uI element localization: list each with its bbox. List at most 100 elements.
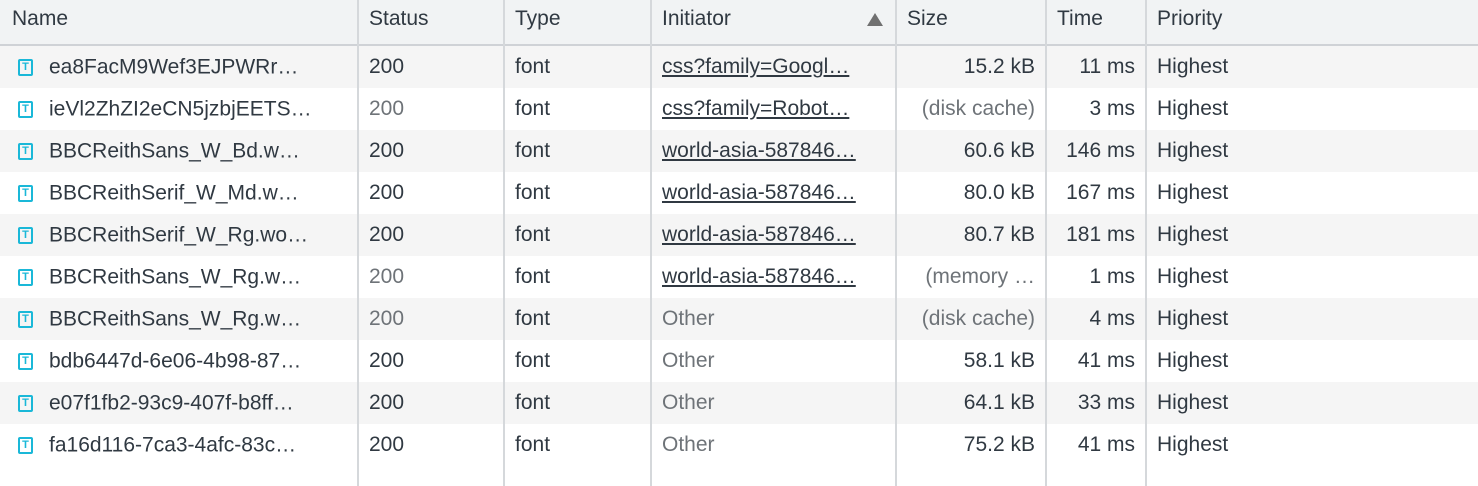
initiator-cell: Other [662,433,715,456]
request-name: ieVl2ZhZI2eCN5jzbjEETS… [49,97,312,121]
table-row[interactable]: T BBCReithSans_W_Rg.w… 200 font Other (disk c… [0,298,1478,340]
status-cell: 200 [369,349,405,372]
initiator-cell: Other [662,391,715,414]
priority-cell: Highest [1157,307,1229,330]
name-cell[interactable]: T BBCReithSans_W_Rg.w… [0,298,357,340]
column-header-status[interactable]: Status [369,7,429,30]
size-cell: (memory … [925,265,1035,288]
type-cell: font [515,433,551,456]
type-cell: font [515,265,551,288]
size-cell: 60.6 kB [963,139,1035,162]
status-cell: 200 [369,391,405,414]
initiator-link[interactable]: world-asia-587846… [662,139,856,162]
time-cell: 33 ms [1077,391,1135,414]
font-file-icon: T [18,352,33,370]
request-name: ea8FacM9Wef3EJPWRr… [49,55,299,79]
type-cell: font [515,223,551,246]
table-row[interactable]: T BBCReithSans_W_Rg.w… 200 font world-asia-5… [0,256,1478,298]
time-cell: 167 ms [1066,181,1135,204]
initiator-link[interactable]: world-asia-587846… [662,223,856,246]
priority-cell: Highest [1157,97,1229,120]
table-row[interactable]: T BBCReithSans_W_Bd.w… 200 font world-asia-5… [0,130,1478,172]
initiator-link[interactable]: css?family=Robot… [662,97,850,120]
request-name: BBCReithSans_W_Rg.w… [49,265,302,289]
name-cell[interactable]: T BBCReithSerif_W_Rg.wo… [0,214,357,256]
type-cell: font [515,307,551,330]
priority-cell: Highest [1157,181,1229,204]
size-cell: 15.2 kB [963,55,1035,78]
column-divider[interactable] [895,0,897,486]
font-file-icon: T [18,226,33,244]
initiator-link[interactable]: css?family=Googl… [662,55,850,78]
font-file-icon: T [18,100,33,118]
type-cell: font [515,55,551,78]
status-cell: 200 [369,97,405,120]
size-cell: (disk cache) [921,97,1035,120]
table-row[interactable]: T BBCReithSerif_W_Rg.wo… 200 font world-asia… [0,214,1478,256]
initiator-link[interactable]: world-asia-587846… [662,265,856,288]
status-cell: 200 [369,223,405,246]
status-cell: 200 [369,307,405,330]
priority-cell: Highest [1157,391,1229,414]
column-header-size[interactable]: Size [907,7,948,30]
name-cell[interactable]: T BBCReithSans_W_Bd.w… [0,130,357,172]
time-cell: 11 ms [1079,55,1135,78]
column-header-initiator-label: Initiator [662,7,731,30]
column-divider[interactable] [1145,0,1147,486]
priority-cell: Highest [1157,55,1229,78]
time-cell: 41 ms [1077,433,1135,456]
font-file-icon: T [18,268,33,286]
name-cell[interactable]: T BBCReithSerif_W_Md.w… [0,172,357,214]
column-divider[interactable] [357,0,359,486]
priority-cell: Highest [1157,223,1229,246]
column-header-name[interactable]: Name [12,7,69,30]
name-cell[interactable]: T BBCReithSans_W_Rg.w… [0,256,357,298]
request-name: e07f1fb2-93c9-407f-b8ff… [49,391,294,415]
initiator-cell: Other [662,307,715,330]
column-header-priority[interactable]: Priority [1157,7,1223,30]
size-cell: 80.7 kB [963,223,1035,246]
time-cell: 146 ms [1066,139,1135,162]
column-divider[interactable] [503,0,505,486]
status-cell: 200 [369,181,405,204]
status-cell: 200 [369,433,405,456]
column-header-type[interactable]: Type [515,7,561,30]
time-cell: 181 ms [1066,223,1135,246]
font-file-icon: T [18,58,33,76]
font-file-icon: T [18,184,33,202]
request-name: bdb6447d-6e06-4b98-87… [49,349,302,373]
request-name: BBCReithSans_W_Bd.w… [49,139,300,163]
priority-cell: Highest [1157,139,1229,162]
sort-ascending-icon [867,13,883,26]
request-name: BBCReithSerif_W_Md.w… [49,181,299,205]
column-header-time[interactable]: Time [1057,7,1103,30]
request-name: BBCReithSerif_W_Rg.wo… [49,223,309,247]
time-cell: 1 ms [1089,265,1135,288]
column-header-initiator[interactable]: Initiator [652,0,895,44]
status-cell: 200 [369,139,405,162]
column-divider[interactable] [1045,0,1047,486]
time-cell: 41 ms [1077,349,1135,372]
status-cell: 200 [369,265,405,288]
column-divider[interactable] [650,0,652,486]
table-row[interactable]: T BBCReithSerif_W_Md.w… 200 font world-asia-… [0,172,1478,214]
initiator-link[interactable]: world-asia-587846… [662,181,856,204]
initiator-cell: Other [662,349,715,372]
time-cell: 4 ms [1089,307,1135,330]
font-file-icon: T [18,142,33,160]
size-cell: 75.2 kB [963,433,1035,456]
priority-cell: Highest [1157,433,1229,456]
type-cell: font [515,349,551,372]
type-cell: font [515,139,551,162]
